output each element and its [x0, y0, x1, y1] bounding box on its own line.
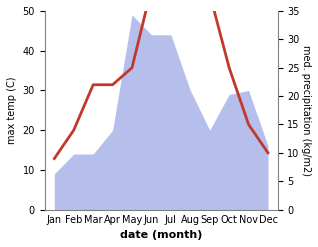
- X-axis label: date (month): date (month): [120, 230, 202, 240]
- Y-axis label: med. precipitation (kg/m2): med. precipitation (kg/m2): [301, 45, 311, 176]
- Y-axis label: max temp (C): max temp (C): [7, 77, 17, 144]
